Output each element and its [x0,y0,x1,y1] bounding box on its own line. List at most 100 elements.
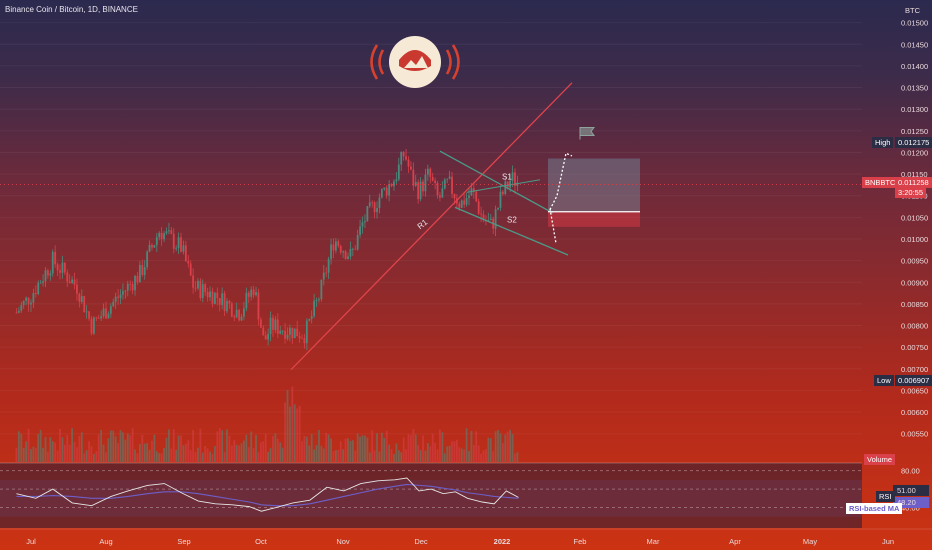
volume-bar [356,433,359,462]
candle-body [325,272,328,274]
volume-bar [209,451,211,462]
candle-body [216,292,219,298]
volume-bar [441,432,444,462]
candle-body [213,292,216,304]
price-tick: 0.01050 [901,213,928,222]
candle-body [80,296,83,302]
candle-body [451,176,453,194]
price-tick: 0.01200 [901,148,928,157]
volume-bar [255,435,257,462]
candle-body [487,220,490,222]
candle-body [32,293,35,303]
candle-body [51,251,54,274]
candle-body [499,191,502,208]
candle-body [410,166,412,170]
candle-body [361,222,364,227]
volume-bar [155,451,158,462]
last-symbol: BNBBTC [862,177,899,188]
candle-body [100,316,103,319]
volume-bar [504,434,507,462]
candle-body [184,245,187,261]
volume-bar [412,428,415,462]
stop-zone [548,211,640,227]
volume-bar [80,432,83,462]
projection-down [549,208,557,244]
volume-bar [506,431,509,462]
candle-body [458,203,461,208]
volume-bar [243,440,245,462]
volume-bar [199,428,202,462]
candle-body [289,327,291,335]
volume-bar [436,449,439,462]
candle-body [163,233,165,240]
label-s1: S1 [502,172,512,181]
candle-body [308,318,311,321]
candle-body [402,151,405,157]
price-tick: 0.01250 [901,127,928,136]
candle-body [255,292,257,296]
volume-bar [126,433,129,462]
candle-body [356,234,359,250]
candle-body [424,174,427,192]
candle-body [272,317,274,330]
candle-body [136,275,139,283]
candle-body [146,251,149,268]
price-axis[interactable]: BTC 0.01500 0.01450 0.01400 0.01350 0.01300 0.… [901,6,928,439]
volume-bar [170,448,173,462]
volume-bar [143,443,146,462]
volume-bar [100,429,103,462]
candle-body [223,293,226,312]
volume-bar [269,448,272,462]
candle-body [107,313,110,319]
candle-body [448,176,451,179]
volume-bar [291,386,294,462]
volume-bar [194,451,197,462]
candle-body [168,230,170,232]
volume-bar [308,445,311,462]
rsi-value-tag-bg [893,485,929,496]
candle-body [405,156,407,160]
volume-bar [446,446,449,462]
candle-body [310,316,313,319]
volume-bar [230,445,233,462]
volume-bar [109,430,112,462]
rsi-background [0,463,862,528]
rsi-value-tag: 51.00 [897,486,916,495]
candle-body [34,293,37,295]
volume-bar [361,435,364,462]
volume-bar [71,428,74,462]
candle-body [76,284,78,294]
candle-body [228,301,231,304]
trendline-r1 [290,82,573,371]
volume-bar [39,429,42,462]
candle-body [347,256,349,260]
candle-body [380,189,383,198]
volume-bar [259,442,262,462]
candle-body [472,188,475,192]
candle-body [85,311,88,313]
candle-body [327,259,330,273]
time-tick: Mar [647,537,660,546]
volume-bar [320,445,323,462]
candle-body [197,280,199,289]
volume-bar [187,440,190,462]
time-axis[interactable]: Jul Aug Sep Oct Nov Dec 2022 Feb Mar Apr May Jun [0,528,932,546]
candle-body [105,308,107,319]
volume-bar [494,431,497,462]
symbol-title[interactable]: Binance Coin / Bitcoin, 1D, BINANCE [5,5,138,14]
candle-body [240,316,243,321]
candle-body [359,226,361,235]
candle-body [337,241,340,246]
volume-bar [172,428,175,462]
candle-body [330,244,332,260]
label-r1: R1 [416,217,430,231]
candle-body [42,281,44,283]
candle-body [22,300,25,306]
candle-body [59,270,61,273]
volume-bar [112,430,115,462]
grid [0,22,862,435]
candle-body [446,178,449,180]
